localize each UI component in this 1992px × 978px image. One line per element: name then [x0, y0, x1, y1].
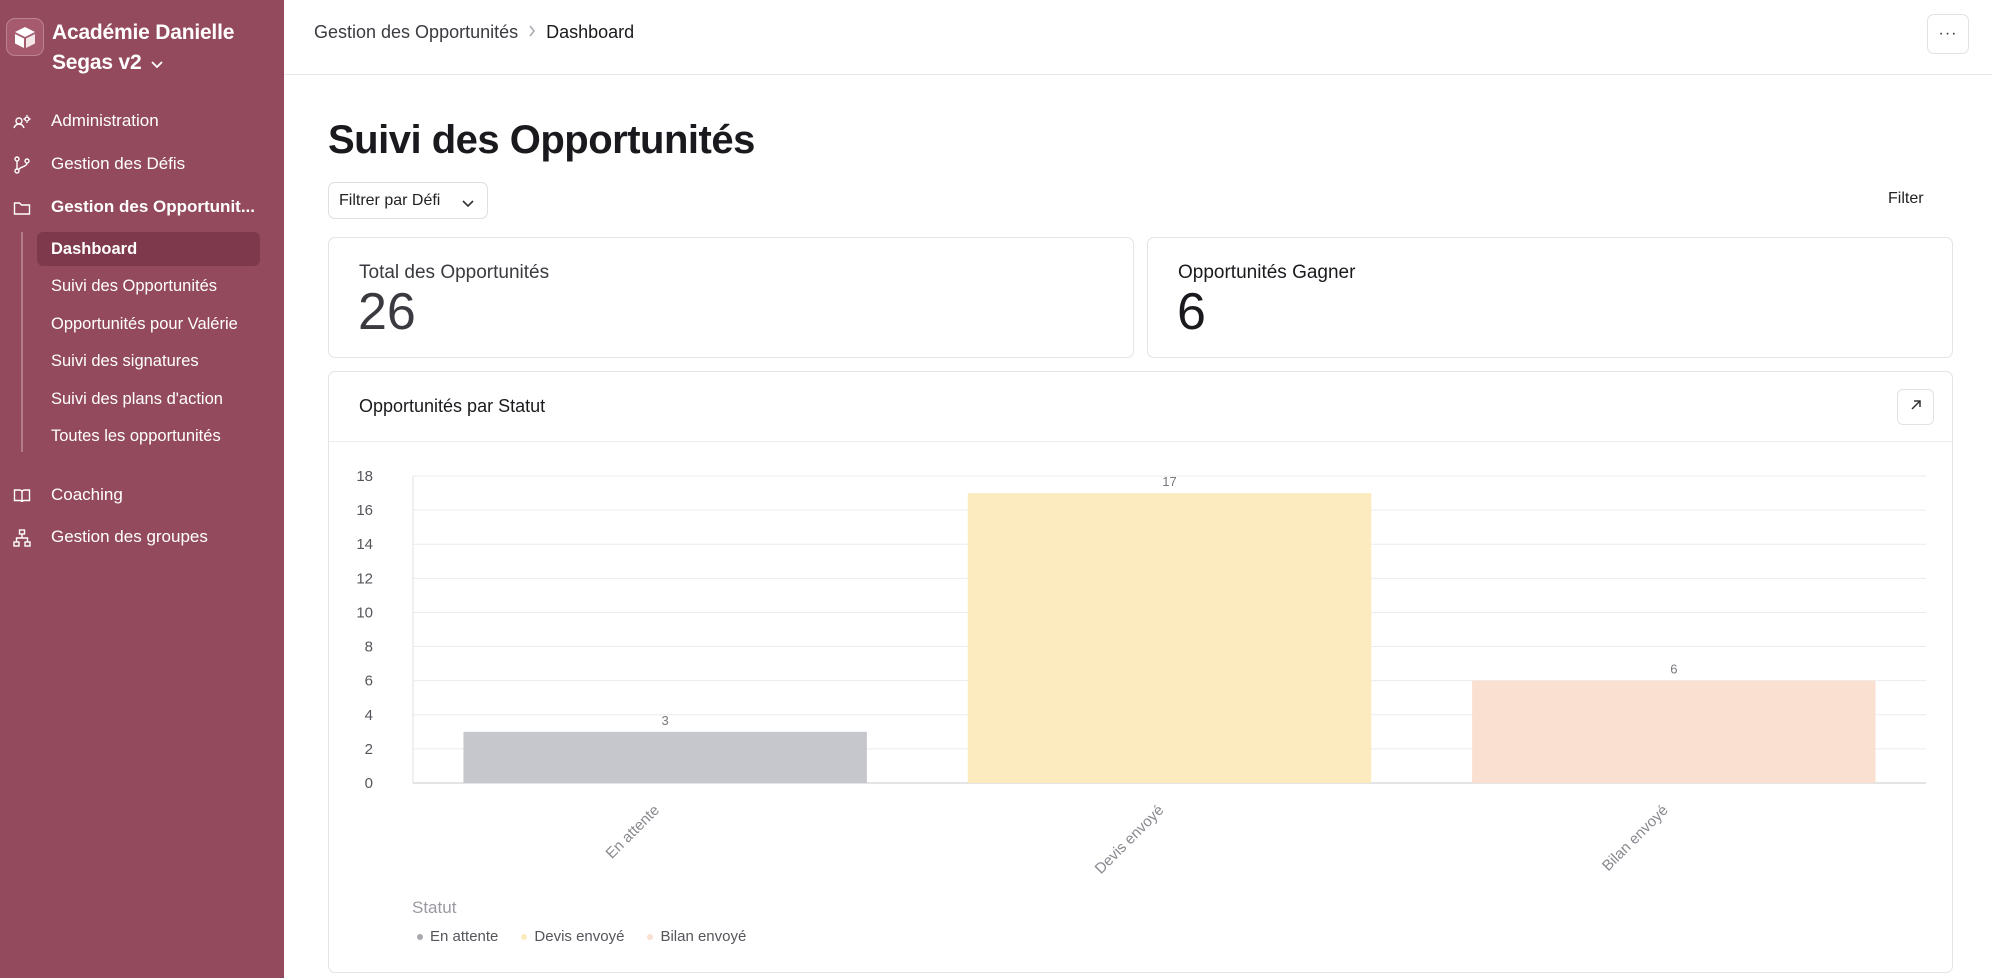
sidebar-subitem-suivi-opportunites[interactable]: Suivi des Opportunités: [51, 276, 218, 295]
workspace-switcher[interactable]: Académie Danielle Segas v2: [6, 18, 276, 78]
y-tick-label: 8: [365, 639, 373, 656]
y-tick-label: 12: [356, 570, 373, 587]
top-bar: Gestion des Opportunités Dashboard ···: [284, 0, 1992, 75]
chevron-down-icon: [151, 48, 163, 78]
chart-bar: [463, 731, 867, 783]
hierarchy-icon: [13, 529, 31, 547]
y-tick-label: 10: [356, 604, 373, 621]
chart-bar: [1472, 680, 1876, 783]
sidebar-subitem-suivi-signatures[interactable]: Suivi des signatures: [51, 351, 199, 370]
y-tick-label: 14: [356, 536, 373, 553]
chevron-down-icon: [462, 195, 474, 213]
sidebar-item-coaching[interactable]: Coaching: [0, 475, 284, 515]
sidebar: Académie Danielle Segas v2 Administratio…: [0, 0, 284, 978]
y-tick-label: 0: [365, 775, 373, 792]
y-tick-label: 2: [365, 741, 373, 758]
git-branch-icon: [13, 156, 31, 174]
folder-icon: [13, 199, 31, 217]
breadcrumb: Gestion des Opportunités Dashboard: [314, 22, 634, 43]
sidebar-item-label: Coaching: [51, 485, 123, 504]
legend-swatch: [647, 933, 654, 940]
sidebar-subitem-toutes-opportunites[interactable]: Toutes les opportunités: [51, 426, 221, 445]
stat-value: 6: [1177, 283, 1206, 341]
ellipsis-icon: ···: [1938, 25, 1958, 42]
book-open-icon: [13, 487, 31, 505]
y-tick-label: 6: [365, 673, 373, 690]
legend-label: Bilan envoyé: [660, 928, 747, 945]
chart-title: Opportunités par Statut: [359, 396, 546, 416]
filter-by-defi-dropdown[interactable]: Filtrer par Défi: [328, 182, 488, 219]
stat-card-total: Total des Opportunités 26: [328, 237, 1134, 358]
workspace-name: Académie Danielle Segas v2: [52, 18, 276, 78]
sidebar-item-gestion-opportunites[interactable]: Gestion des Opportunit...: [0, 187, 284, 227]
bar-value-label: 17: [1162, 474, 1176, 489]
sidebar-item-label: Gestion des Défis: [51, 154, 186, 173]
sidebar-subitem-opportunites-valerie[interactable]: Opportunités pour Valérie: [51, 314, 238, 333]
sidebar-item-label: Gestion des groupes: [51, 527, 208, 546]
dropdown-label: Filtrer par Défi: [339, 191, 441, 209]
bar-chart: 0 2 4 6 8 10 12 14 16 18 3 En attente 17 Devis envoyé…: [356, 468, 1926, 878]
sidebar-item-label: Gestion des Opportunit...: [51, 197, 255, 216]
legend-swatch: [417, 933, 423, 940]
submenu-guide-line: [21, 232, 23, 452]
arrow-up-right-icon: [1909, 398, 1923, 417]
legend-title: Statut: [412, 898, 457, 917]
breadcrumb-parent[interactable]: Gestion des Opportunités: [314, 22, 519, 42]
y-tick-label: 4: [365, 707, 373, 724]
legend-label: En attente: [430, 928, 499, 945]
legend-item[interactable]: Devis envoyé: [516, 928, 624, 945]
workspace-logo-icon: [6, 18, 44, 56]
chart-header: Opportunités par Statut: [329, 372, 1952, 442]
chevron-right-icon: [528, 24, 536, 42]
legend-item[interactable]: En attente: [412, 928, 498, 945]
chart-panel: Opportunités par Statut: [328, 371, 1953, 973]
more-options-button[interactable]: ···: [1927, 14, 1969, 54]
chart-bar: [967, 493, 1372, 783]
breadcrumb-current: Dashboard: [546, 22, 635, 42]
legend-swatch: [521, 933, 528, 940]
y-tick-label: 18: [356, 468, 373, 485]
stat-label: Total des Opportunités: [359, 262, 550, 283]
sidebar-subitem-dashboard[interactable]: Dashboard: [37, 232, 260, 266]
legend-label: Devis envoyé: [534, 928, 625, 945]
chart-legend: En attente Devis envoyé Bilan envoyé: [412, 928, 764, 945]
bar-value-label: 6: [1670, 662, 1677, 677]
x-tick-label: En attente: [603, 802, 663, 862]
x-tick-label: Devis envoyé: [1092, 802, 1168, 878]
sidebar-item-label: Administration: [51, 111, 159, 130]
admin-settings-icon: [13, 113, 31, 131]
sidebar-subitem-suivi-plans-action[interactable]: Suivi des plans d'action: [51, 389, 223, 408]
sidebar-item-gestion-groupes[interactable]: Gestion des groupes: [0, 517, 284, 557]
sidebar-item-administration[interactable]: Administration: [0, 101, 284, 141]
sidebar-item-gestion-defis[interactable]: Gestion des Défis: [0, 144, 284, 184]
stat-card-won: Opportunités Gagner 6: [1147, 237, 1953, 358]
legend-item[interactable]: Bilan envoyé: [642, 928, 746, 945]
stat-label: Opportunités Gagner: [1178, 262, 1356, 283]
bar-value-label: 3: [662, 713, 669, 728]
filter-button[interactable]: Filter: [1888, 190, 1924, 207]
page-title: Suivi des Opportunités: [328, 118, 755, 162]
stat-value: 26: [358, 283, 416, 341]
y-tick-label: 16: [356, 502, 373, 519]
x-tick-label: Bilan envoyé: [1599, 802, 1672, 875]
expand-chart-button[interactable]: [1897, 389, 1934, 425]
